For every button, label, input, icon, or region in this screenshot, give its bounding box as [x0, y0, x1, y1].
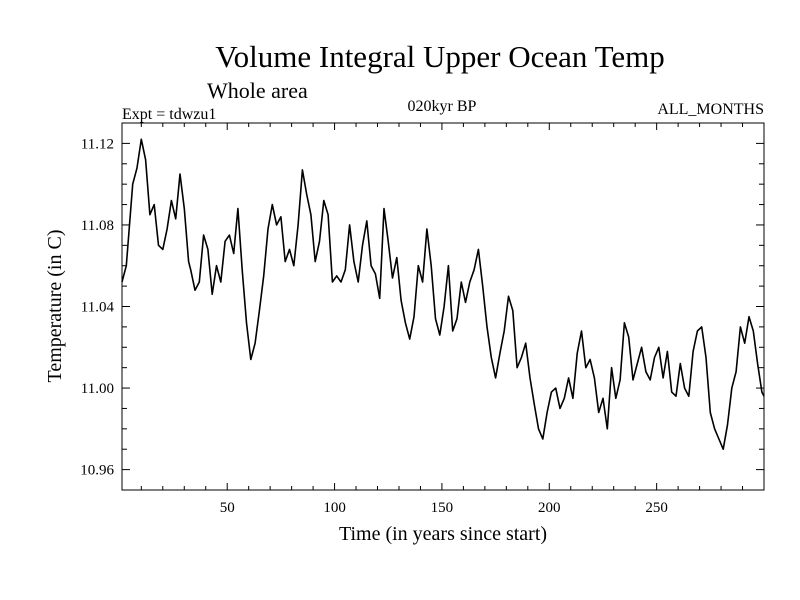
period-label: 020kyr BP — [408, 98, 477, 115]
x-axis-label: Time (in years since start) — [339, 523, 547, 545]
y-tick-label: 11.12 — [81, 136, 114, 152]
series-line-temperature — [121, 138, 765, 451]
experiment-label: Expt = tdwzu1 — [122, 106, 216, 123]
axis-ticks — [122, 123, 764, 490]
x-tick-label: 50 — [220, 500, 235, 516]
y-tick-label: 11.04 — [81, 300, 115, 316]
months-label: ALL_MONTHS — [657, 101, 764, 118]
y-tick-label: 10.96 — [80, 463, 114, 479]
tick-labels: 50 100 150 200 250 10.96 11.00 11.04 11.08 11.12 — [80, 136, 668, 516]
y-tick-label: 11.08 — [81, 218, 114, 234]
series-layer — [121, 138, 765, 451]
x-tick-label: 150 — [431, 500, 454, 516]
x-tick-label: 250 — [645, 500, 668, 516]
y-tick-label: 11.00 — [81, 381, 114, 397]
x-tick-label: 200 — [538, 500, 561, 516]
x-tick-label: 100 — [323, 500, 346, 516]
plot-frame — [121, 122, 765, 491]
chart-title: Volume Integral Upper Ocean Temp — [215, 39, 665, 74]
y-axis-label: Temperature (in C) — [44, 230, 66, 383]
chart-subtitle: Whole area — [207, 78, 308, 103]
